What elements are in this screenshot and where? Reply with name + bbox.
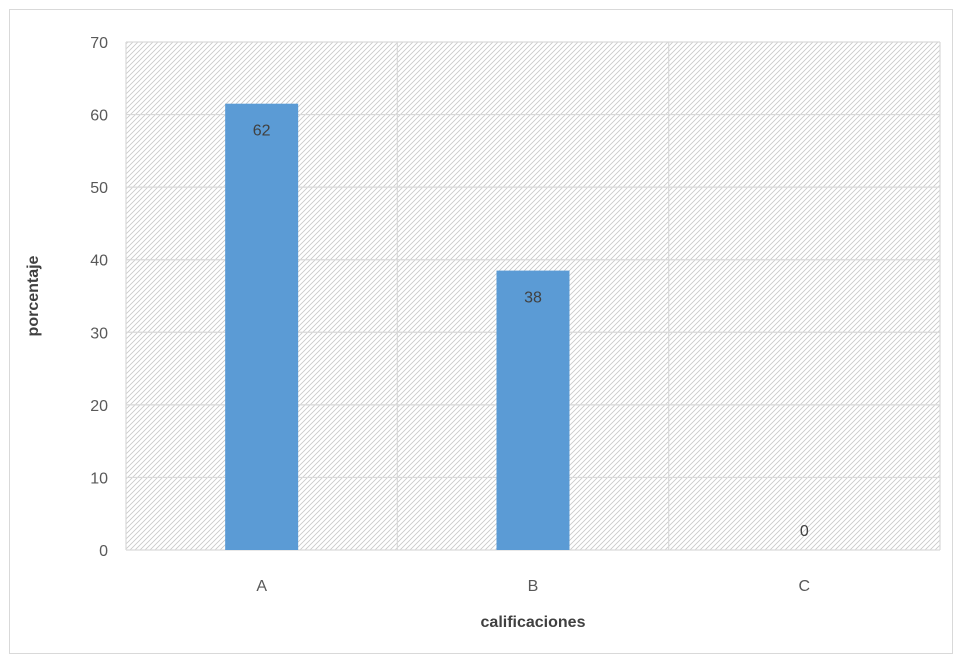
y-axis-title: porcentaje bbox=[25, 255, 42, 336]
bars-layer bbox=[225, 103, 570, 550]
bar-B bbox=[496, 270, 570, 550]
y-tick-label: 60 bbox=[90, 108, 108, 125]
y-tick-label: 70 bbox=[90, 35, 108, 52]
y-tick-label: 10 bbox=[90, 470, 108, 487]
x-tick-label: B bbox=[528, 578, 539, 595]
x-axis-title: calificaciones bbox=[481, 614, 586, 631]
x-tick-label: C bbox=[799, 578, 811, 595]
y-tick-label: 20 bbox=[90, 398, 108, 415]
labels-layer: 0 10 20 30 40 50 60 70 62 A 38 B 0 C bbox=[90, 35, 810, 595]
y-tick-label: 30 bbox=[90, 325, 108, 342]
y-tick-label: 40 bbox=[90, 253, 108, 270]
data-label-A: 62 bbox=[253, 123, 271, 140]
x-tick-label: A bbox=[256, 578, 267, 595]
data-label-C: 0 bbox=[800, 523, 809, 540]
data-label-B: 38 bbox=[524, 290, 542, 307]
y-tick-label: 50 bbox=[90, 180, 108, 197]
bar-A bbox=[225, 103, 299, 550]
y-tick-label: 0 bbox=[99, 543, 108, 560]
